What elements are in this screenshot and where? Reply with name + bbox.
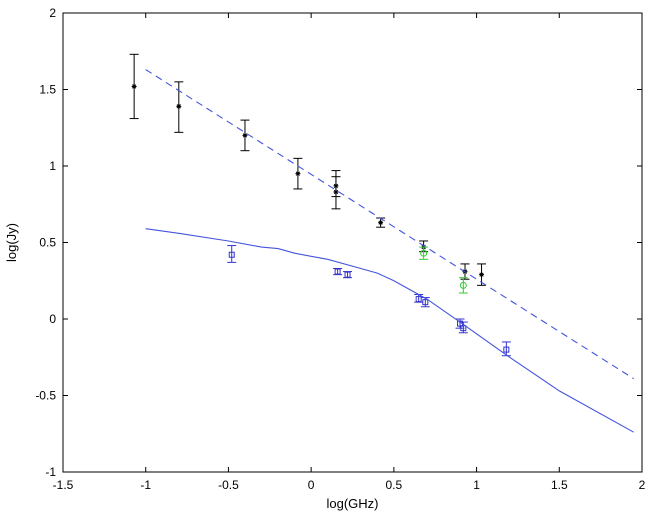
star-marker [176,103,182,109]
y-tick-label: 0.5 [39,236,56,250]
star-marker [378,220,384,226]
square-marker [334,268,341,275]
star-marker [479,272,485,278]
x-tick-label: -1.5 [53,478,74,492]
star-marker [295,171,301,177]
plot-area [62,12,643,473]
square-marker [503,346,510,353]
square-marker [415,296,422,303]
x-tick-label: 0 [308,478,315,492]
data-point [501,341,511,357]
square-marker [422,299,429,306]
x-tick-label: 1.5 [551,478,568,492]
data-point [343,271,353,279]
dashed-fit-line [145,69,634,380]
model-curve [145,228,634,433]
y-tick-label: 2 [49,6,56,20]
series-1 [419,246,468,294]
x-tick-label: 0.5 [386,478,403,492]
x-tick-label: -1 [140,478,151,492]
y-tick-label: 0 [49,312,56,326]
data-point [293,157,303,190]
data-point [240,119,250,152]
data-point [419,246,429,260]
star-marker [131,83,137,89]
series-4 [145,228,634,433]
labels-layer: log(GHz) log(Jy) [4,223,379,511]
ticks-layer: -1.5 -1 -0.5 0 0.5 1 1.5 2-1-0.500.511.52 [35,6,645,492]
y-tick-label: 1 [49,159,56,173]
x-tick-label: 2 [639,478,646,492]
star-marker [242,132,248,138]
data-point [333,268,343,276]
series-layer [129,53,634,433]
data-point [227,245,237,263]
circle-marker [459,281,467,289]
square-marker [460,325,467,332]
x-tick-label: 1 [473,478,480,492]
circle-marker [420,249,428,257]
square-marker [344,271,351,278]
y-tick-label: -1 [45,465,56,479]
star-marker [333,189,339,195]
data-point [331,176,341,210]
series-3 [145,69,634,380]
square-marker [228,251,235,258]
data-point [458,277,468,294]
x-axis-label: log(GHz) [326,496,378,511]
y-tick-label: -0.5 [35,389,56,403]
x-tick-label: -0.5 [218,478,239,492]
y-axis-label: log(Jy) [4,223,19,262]
y-tick-label: 1.5 [39,83,56,97]
data-point [129,53,139,120]
